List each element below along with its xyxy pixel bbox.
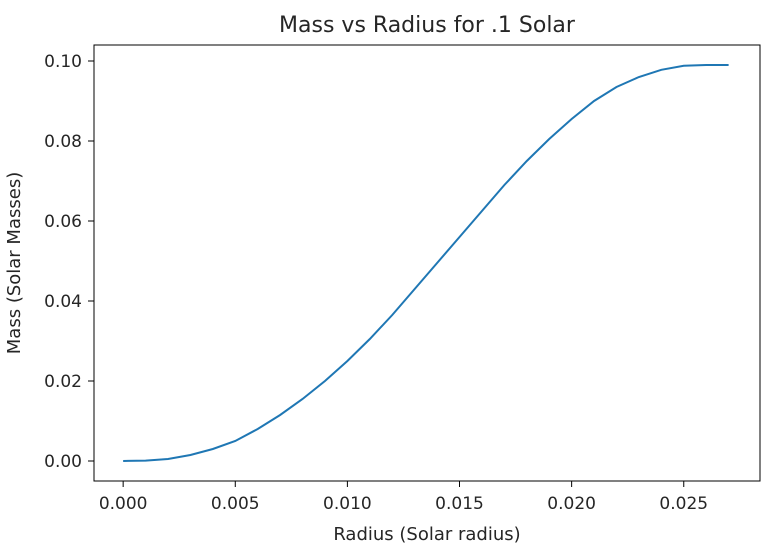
y-tick-label: 0.10: [44, 52, 82, 72]
x-tick-label: 0.020: [547, 494, 596, 514]
x-axis-label: Radius (Solar radius): [333, 524, 520, 545]
x-tick-label: 0.000: [99, 494, 148, 514]
chart-title: Mass vs Radius for .1 Solar: [279, 13, 576, 38]
series-line: [123, 64, 729, 462]
x-tick-label: 0.025: [659, 494, 708, 514]
y-axis-ticks: 0.00 0.02 0.04 0.06 0.08 0.10: [44, 52, 94, 472]
plot-area: [93, 44, 761, 482]
y-tick-label: 0.08: [44, 132, 82, 152]
x-axis-ticks: 0.000 0.005 0.010 0.015 0.020 0.025: [99, 481, 708, 514]
y-axis-label: Mass (Solar Masses): [4, 172, 25, 354]
y-tick-label: 0.02: [44, 372, 82, 392]
y-tick-label: 0.06: [44, 212, 82, 232]
y-tick-label: 0.00: [44, 452, 82, 472]
y-tick-label: 0.04: [44, 292, 82, 312]
x-tick-label: 0.015: [435, 494, 484, 514]
plot-frame: [93, 44, 761, 482]
x-tick-label: 0.010: [323, 494, 372, 514]
x-tick-label: 0.005: [211, 494, 260, 514]
